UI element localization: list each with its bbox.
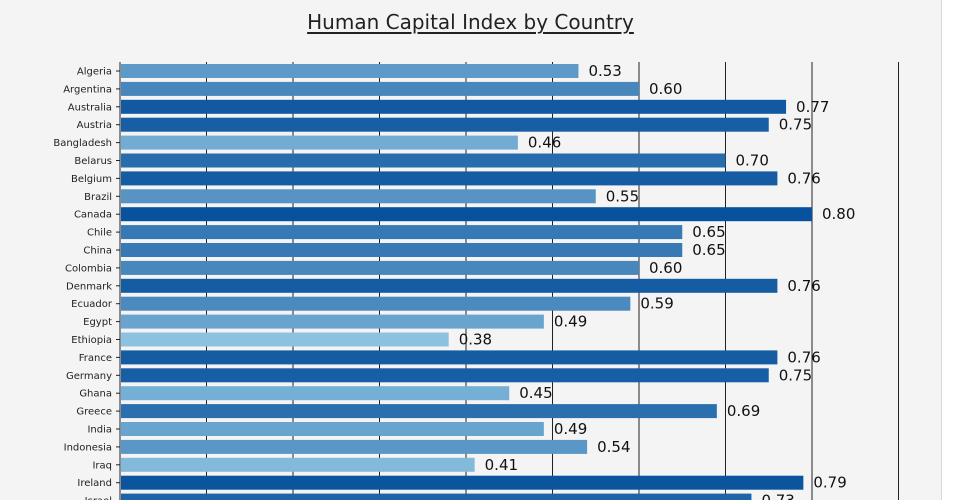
data-label: 0.41: [485, 456, 518, 474]
y-tick-label: Ghana: [79, 389, 112, 400]
y-tick-label: India: [87, 425, 112, 436]
bar: [121, 404, 717, 419]
data-label: 0.76: [787, 277, 820, 295]
y-tick-label: Greece: [76, 407, 112, 418]
y-tick-label: Chile: [87, 228, 112, 239]
bar: [121, 439, 588, 454]
bar: [121, 278, 778, 293]
data-label: 0.77: [796, 98, 829, 116]
y-tick-label: Israel: [85, 496, 112, 500]
bar: [121, 457, 475, 472]
data-label: 0.49: [554, 313, 587, 331]
bar: [121, 225, 683, 240]
y-tick-label: Brazil: [84, 192, 112, 203]
data-label: 0.73: [761, 492, 794, 500]
y-tick-label: Canada: [74, 210, 112, 221]
bar: [121, 153, 726, 168]
y-tick-label: Belarus: [74, 156, 112, 167]
y-tick-label: Algeria: [77, 67, 112, 78]
y-tick-label: Germany: [66, 371, 112, 382]
data-label: 0.79: [813, 474, 846, 492]
bar: [121, 422, 544, 436]
bar: [121, 493, 752, 500]
bar: [121, 350, 778, 365]
y-tick-label: Ethiopia: [71, 335, 112, 346]
bar: [121, 207, 812, 222]
data-label: 0.60: [649, 80, 682, 98]
data-label: 0.60: [649, 259, 682, 277]
bar: [121, 135, 518, 150]
data-label: 0.80: [822, 205, 855, 223]
y-tick-label: Denmark: [66, 281, 112, 292]
data-label: 0.65: [692, 241, 725, 259]
data-label: 0.49: [554, 420, 587, 438]
bar: [121, 314, 544, 329]
data-label: 0.76: [787, 348, 820, 366]
y-axis: [116, 62, 121, 500]
bar: [121, 189, 596, 204]
data-label: 0.75: [779, 116, 812, 134]
data-label: 0.53: [588, 62, 621, 80]
data-label: 0.59: [640, 295, 673, 313]
y-tick-label: Colombia: [65, 263, 112, 274]
y-tick-label: Argentina: [63, 84, 112, 95]
bar: [121, 117, 769, 132]
y-tick-label: Bangladesh: [53, 138, 112, 149]
y-tick-label: Ecuador: [71, 299, 113, 310]
bar: [121, 386, 510, 401]
data-label: 0.76: [787, 169, 820, 187]
bar: [121, 332, 449, 347]
data-label: 0.46: [528, 134, 561, 152]
data-label: 0.65: [692, 223, 725, 241]
bar: [121, 171, 778, 186]
bar: [121, 99, 787, 114]
y-tick-label: France: [79, 353, 112, 364]
bar: [121, 260, 639, 275]
data-label: 0.75: [779, 366, 812, 384]
bar: [121, 243, 683, 257]
y-tick-label: Australia: [68, 102, 112, 113]
y-tick-label: Belgium: [71, 174, 112, 185]
y-tick-label: Iraq: [92, 460, 112, 471]
y-tick-label: Ireland: [77, 478, 112, 489]
data-label: 0.38: [459, 331, 492, 349]
bars: [121, 64, 812, 500]
data-label: 0.69: [727, 402, 760, 420]
labels: Algeria 0.53 Argentina 0.60 Australia 0.77 Aus…: [53, 62, 855, 500]
bar: [121, 64, 579, 78]
bar: [121, 296, 631, 311]
data-label: 0.54: [597, 438, 630, 456]
y-tick-label: Austria: [77, 120, 112, 131]
bar: [121, 368, 769, 383]
y-tick-label: China: [83, 246, 112, 257]
data-label: 0.70: [736, 152, 769, 170]
bar: [121, 475, 804, 490]
y-tick-label: Indonesia: [64, 442, 112, 453]
y-tick-label: Egypt: [83, 317, 112, 328]
chart-title: Human Capital Index by Country: [307, 10, 634, 34]
data-label: 0.45: [519, 384, 552, 402]
bar: [121, 81, 639, 96]
data-label: 0.55: [606, 187, 639, 205]
